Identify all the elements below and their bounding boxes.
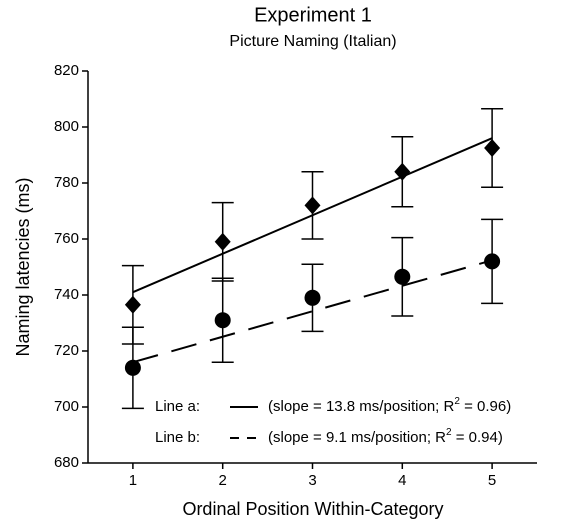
- legend-text-main: (slope = 13.8 ms/position; R: [268, 398, 455, 415]
- legend-superscript: 2: [446, 427, 452, 438]
- legend-label: Line b:: [155, 429, 200, 446]
- legend-label: Line a:: [155, 398, 200, 415]
- x-axis-title: Ordinal Position Within-Category: [182, 499, 443, 519]
- x-tick-label: 4: [398, 472, 406, 489]
- marker-circle: [394, 268, 411, 285]
- marker-diamond: [304, 196, 321, 215]
- y-tick-label: 680: [54, 454, 79, 471]
- legend-text-main: (slope = 9.1 ms/position; R: [268, 429, 446, 446]
- marker-circle: [304, 289, 321, 306]
- marker-circle: [124, 359, 141, 376]
- marker-circle: [214, 312, 231, 329]
- y-axis-title: Naming latencies (ms): [13, 177, 33, 356]
- legend-superscript: 2: [454, 396, 460, 407]
- y-tick-label: 780: [54, 174, 79, 191]
- marker-diamond: [484, 139, 501, 157]
- x-tick-label: 5: [488, 472, 496, 489]
- chart-subtitle: Picture Naming (Italian): [229, 33, 396, 50]
- fit-line: [132, 259, 493, 364]
- y-tick-label: 820: [54, 62, 79, 79]
- y-tick-label: 720: [54, 342, 79, 359]
- legend-text: (slope = 13.8 ms/position; R2 = 0.96): [268, 396, 511, 415]
- marker-diamond: [124, 295, 141, 314]
- x-tick-label: 1: [129, 472, 137, 489]
- x-tick-label: 2: [219, 472, 227, 489]
- y-tick-label: 740: [54, 286, 79, 303]
- y-tick-label: 760: [54, 230, 79, 247]
- marker-circle: [484, 253, 501, 270]
- y-tick-label: 800: [54, 118, 79, 135]
- x-tick-label: 3: [308, 472, 316, 489]
- marker-diamond: [394, 162, 411, 181]
- legend-text: (slope = 9.1 ms/position; R2 = 0.94): [268, 427, 503, 446]
- legend-text-end: = 0.94): [452, 429, 503, 446]
- marker-diamond: [214, 232, 231, 251]
- legend-text-end: = 0.96): [460, 398, 511, 415]
- y-tick-label: 700: [54, 398, 79, 415]
- chart-title: Experiment 1: [254, 4, 372, 26]
